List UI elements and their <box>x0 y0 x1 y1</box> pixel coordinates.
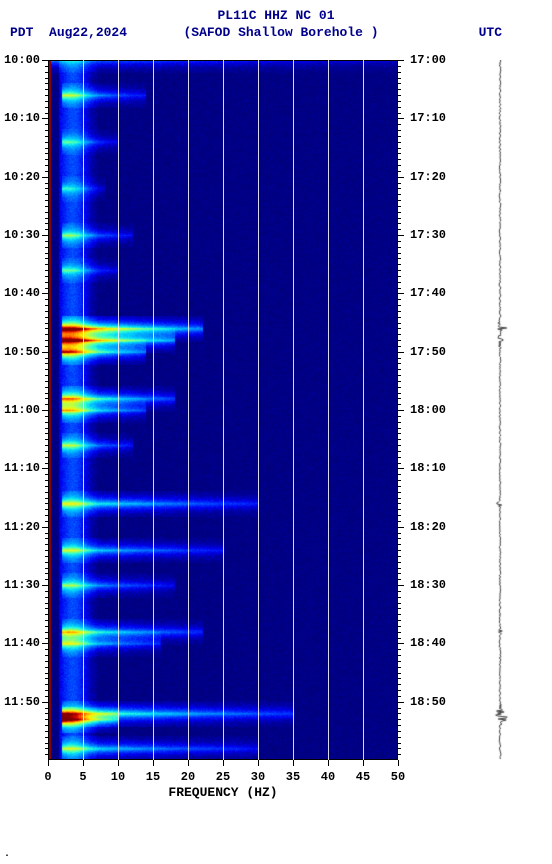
xtick: 5 <box>79 770 86 784</box>
ytick-right: 18:30 <box>410 578 446 592</box>
gridline <box>223 60 224 760</box>
gridline <box>328 60 329 760</box>
date: Aug22,2024 <box>49 25 127 40</box>
ytick-left: 11:50 <box>4 695 40 709</box>
ytick-right: 17:50 <box>410 345 446 359</box>
ytick-left: 10:10 <box>4 111 40 125</box>
ytick-right: 17:30 <box>410 228 446 242</box>
ytick-left: 10:30 <box>4 228 40 242</box>
header-station: (SAFOD Shallow Borehole ) <box>120 25 442 40</box>
gridline <box>363 60 364 760</box>
ytick-right: 18:00 <box>410 403 446 417</box>
ytick-right: 18:20 <box>410 520 446 534</box>
ytick-right: 18:50 <box>410 695 446 709</box>
ytick-right: 17:10 <box>410 111 446 125</box>
ytick-left: 10:40 <box>4 286 40 300</box>
ytick-right: 18:10 <box>410 461 446 475</box>
gridline <box>258 60 259 760</box>
ytick-left: 10:00 <box>4 53 40 67</box>
xtick: 15 <box>146 770 160 784</box>
spectrogram-plot: 10:0010:1010:2010:3010:4010:5011:0011:10… <box>48 60 398 760</box>
xtick: 50 <box>391 770 405 784</box>
xtick: 10 <box>111 770 125 784</box>
gridline <box>293 60 294 760</box>
xtick: 20 <box>181 770 195 784</box>
xtick: 30 <box>251 770 265 784</box>
xtick: 0 <box>44 770 51 784</box>
gridline <box>153 60 154 760</box>
trace-canvas <box>480 60 520 760</box>
ytick-left: 11:10 <box>4 461 40 475</box>
ytick-right: 17:40 <box>410 286 446 300</box>
gridline <box>118 60 119 760</box>
xtick: 45 <box>356 770 370 784</box>
waveform-trace <box>480 60 520 760</box>
ytick-right: 18:40 <box>410 636 446 650</box>
ytick-left: 10:50 <box>4 345 40 359</box>
tz-left: PDT <box>10 25 33 40</box>
xtick: 40 <box>321 770 335 784</box>
header: PL11C HHZ NC 01 PDT Aug22,2024 (SAFOD Sh… <box>0 8 552 40</box>
footer: . <box>4 849 10 860</box>
xtick: 35 <box>286 770 300 784</box>
x-axis-label: FREQUENCY (HZ) <box>48 785 398 800</box>
xtick: 25 <box>216 770 230 784</box>
ytick-left: 11:30 <box>4 578 40 592</box>
gridline <box>188 60 189 760</box>
ytick-left: 11:40 <box>4 636 40 650</box>
ytick-left: 11:20 <box>4 520 40 534</box>
tz-right: UTC <box>442 25 542 40</box>
ytick-left: 10:20 <box>4 170 40 184</box>
ytick-right: 17:00 <box>410 53 446 67</box>
header-left: PDT Aug22,2024 <box>10 25 120 40</box>
ytick-right: 17:20 <box>410 170 446 184</box>
ytick-left: 11:00 <box>4 403 40 417</box>
header-title: PL11C HHZ NC 01 <box>0 8 552 23</box>
gridline <box>83 60 84 760</box>
